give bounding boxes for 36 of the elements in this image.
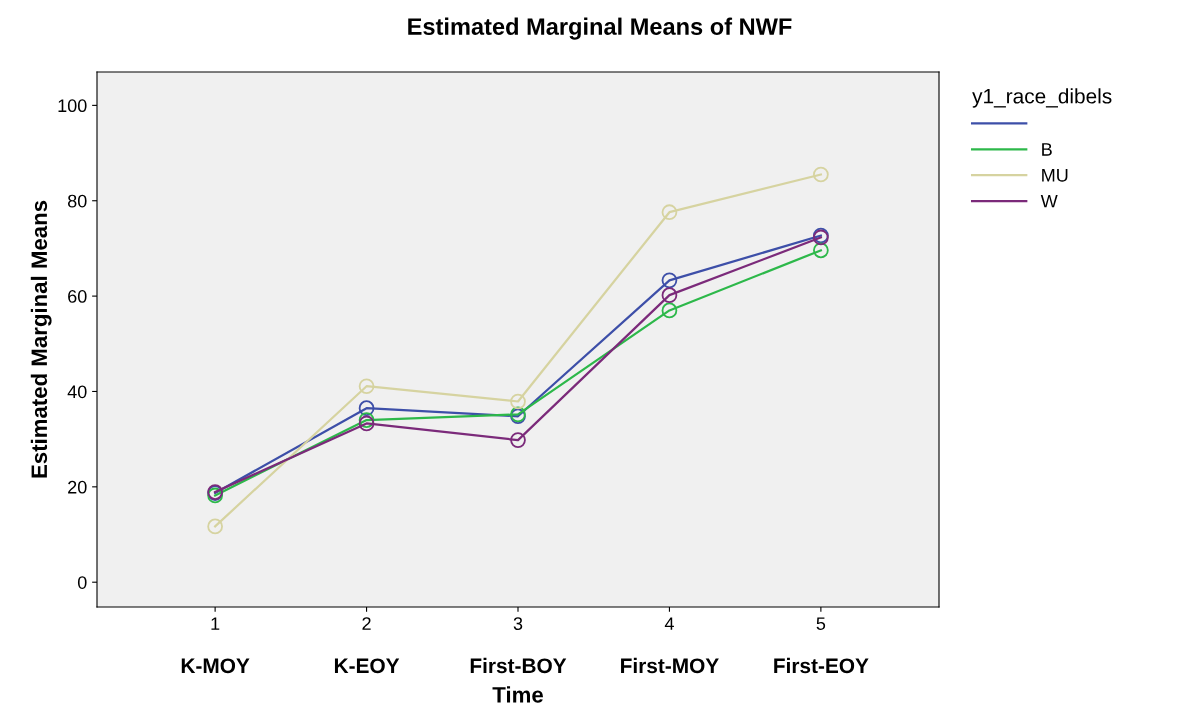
- x-axis-title: Time: [492, 686, 543, 703]
- text: K-EOY: [334, 658, 400, 674]
- x-tick-label: 4: [664, 617, 674, 630]
- point: [207, 518, 223, 535]
- point: [661, 302, 678, 319]
- point: [661, 287, 678, 304]
- legend-title: y1_race_dibels: [972, 88, 1112, 108]
- point: [813, 166, 829, 183]
- point: [510, 393, 526, 410]
- legend-label: W: [1040, 194, 1058, 208]
- point: [813, 242, 829, 259]
- x-tick-label: 1: [211, 617, 220, 630]
- y-tick-label: 60: [68, 290, 87, 303]
- y-axis-title: Estimated Marginal Means: [30, 200, 52, 478]
- legend-label: B: [1042, 143, 1052, 156]
- point: [661, 272, 678, 289]
- text: First-BOY: [470, 657, 567, 674]
- y-tick-label: 80: [67, 194, 87, 208]
- point: [358, 412, 375, 428]
- point: [661, 204, 678, 221]
- x-tick-label: 3: [513, 617, 523, 630]
- y-tick-label: 20: [68, 480, 87, 494]
- chart-title: Estimated Marginal Means of NWF: [408, 17, 792, 40]
- x-tick-label: 5: [816, 617, 826, 630]
- point: [358, 415, 375, 432]
- text: First-MOY: [621, 657, 719, 674]
- x-tick-label: 2: [362, 617, 371, 630]
- point: [510, 432, 526, 448]
- y-tick-label: 40: [67, 385, 87, 399]
- point: [358, 400, 375, 417]
- text: K-MOY: [181, 658, 250, 674]
- point: [358, 378, 375, 395]
- y-tick-label: 0: [77, 576, 87, 589]
- y-tick-label: 100: [58, 99, 87, 113]
- text: First-EOY: [774, 657, 869, 674]
- legend-label: MU: [1042, 169, 1068, 182]
